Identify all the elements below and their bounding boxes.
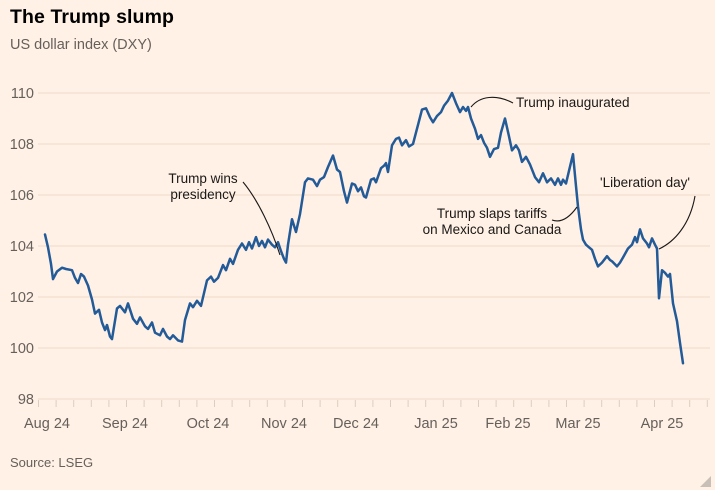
- annotation-line: Trump slaps tariffs: [436, 206, 548, 221]
- y-axis-label-98: 98: [18, 392, 34, 408]
- y-axis-label-108: 108: [10, 137, 34, 153]
- x-axis-label-Aug-24: Aug 24: [24, 416, 70, 432]
- x-axis-label-Oct-24: Oct 24: [187, 416, 230, 432]
- y-axis-label-106: 106: [10, 188, 34, 204]
- chart-subtitle: US dollar index (DXY): [10, 37, 152, 53]
- x-axis-label-Feb-25: Feb 25: [485, 416, 530, 432]
- x-axis-label-Dec-24: Dec 24: [333, 416, 379, 432]
- annotation-line: presidency: [170, 187, 236, 202]
- x-axis-label-Mar-25: Mar 25: [555, 416, 600, 432]
- callout-line-trump-wins-presidency: [242, 181, 281, 256]
- dxy-line-series: [43, 91, 685, 365]
- x-axis-label-Nov-24: Nov 24: [261, 416, 307, 432]
- x-axis-label-Apr-25: Apr 25: [641, 416, 684, 432]
- annotation-line: Trump inaugurated: [516, 95, 630, 110]
- callout-line-trump-slaps-tariffs: [551, 206, 578, 222]
- y-axis-label-104: 104: [10, 239, 34, 255]
- annotation-trump-slaps-tariffs: Trump slaps tariffs on Mexico and Canada: [423, 206, 562, 238]
- y-axis-label-102: 102: [10, 290, 34, 306]
- annotation-trump-inaugurated: Trump inaugurated: [516, 95, 630, 111]
- y-axis-label-110: 110: [11, 86, 34, 102]
- annotation-line: Trump wins: [168, 171, 238, 186]
- resize-handle-icon[interactable]: [700, 476, 711, 487]
- x-axis-label-Jan-25: Jan 25: [414, 416, 458, 432]
- source-label: Source: LSEG: [10, 455, 94, 470]
- callout-line-trump-inaugurated: [470, 96, 514, 108]
- annotation-line: 'Liberation day': [600, 175, 690, 190]
- annotation-liberation-day: 'Liberation day': [600, 175, 690, 191]
- y-axis-label-100: 100: [10, 341, 34, 357]
- annotation-line: on Mexico and Canada: [422, 222, 562, 237]
- callout-line-liberation-day: [658, 195, 696, 250]
- chart-title: The Trump slump: [10, 6, 175, 28]
- annotation-trump-wins-presidency: Trump wins presidency: [168, 171, 237, 203]
- x-axis-label-Sep-24: Sep 24: [102, 416, 148, 432]
